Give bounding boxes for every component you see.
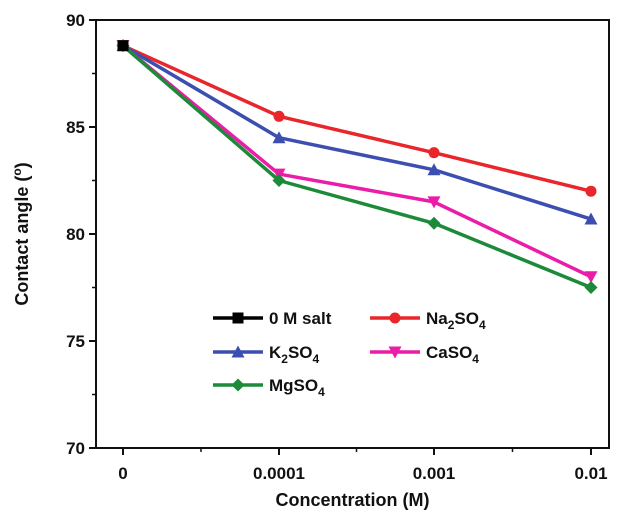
data-point-mgso4 xyxy=(272,174,286,187)
data-point-mgso4 xyxy=(427,216,441,230)
series-na2so4 xyxy=(117,40,597,197)
y-tick-label: 80 xyxy=(66,225,85,244)
legend-marker xyxy=(231,378,245,392)
legend-subscript: 2 xyxy=(448,318,455,332)
legend-subscript: 2 xyxy=(281,352,288,366)
series-0-m-salt xyxy=(117,40,129,52)
data-point-na2so4 xyxy=(585,185,597,197)
x-tick-label: 0 xyxy=(118,464,127,483)
legend-subscript: 4 xyxy=(318,385,325,399)
legend-item-0-m-salt: 0 M salt xyxy=(213,309,332,328)
legend-item-mgso4: MgSO4​ xyxy=(213,376,325,399)
data-point-caso4 xyxy=(427,196,441,209)
legend-marker xyxy=(388,346,402,359)
series-line-caso4 xyxy=(121,44,592,279)
series-k2so4 xyxy=(116,39,598,225)
legend-item-k2so4: K2​SO4​ xyxy=(213,343,320,366)
legend-text-part: SO xyxy=(288,343,313,362)
series-mgso4 xyxy=(116,39,598,294)
y-axis-title-main: Contact angle ( xyxy=(12,176,32,306)
legend: 0 M salt Na2​SO4​ K2​SO4​ CaSO4​ MgSO4​ xyxy=(213,309,486,399)
data-point-k2so4 xyxy=(584,212,598,225)
legend-text-part: Na xyxy=(426,309,448,328)
y-axis-ticks: 70 75 80 85 90 xyxy=(66,11,96,458)
legend-text-part: K xyxy=(269,343,282,362)
series-line-na2so4 xyxy=(122,44,592,193)
legend-label-na2so4: Na2​SO4​ xyxy=(426,309,486,332)
y-tick-label: 85 xyxy=(66,118,85,137)
data-point-0-m-salt xyxy=(117,40,129,52)
plot-area-border xyxy=(95,19,610,449)
series-line-k2so4 xyxy=(122,44,592,221)
y-tick-label: 75 xyxy=(66,332,85,351)
x-tick-label: 0.01 xyxy=(574,464,607,483)
data-point-mgso4 xyxy=(584,281,598,294)
data-point-na2so4 xyxy=(273,110,285,122)
y-tick-label: 70 xyxy=(66,439,85,458)
x-tick-label: 0.001 xyxy=(413,464,456,483)
legend-marker xyxy=(231,345,245,358)
legend-item-na2so4: Na2​SO4​ xyxy=(370,309,486,332)
x-tick-label: 0.0001 xyxy=(253,464,305,483)
series-line-mgso4 xyxy=(121,44,592,290)
data-point-caso4 xyxy=(584,271,598,284)
series-lines xyxy=(116,39,598,294)
plot-frame xyxy=(95,19,610,449)
legend-text-part: SO xyxy=(454,309,479,328)
legend-subscript: 4 xyxy=(479,318,486,332)
legend-subscript: 4 xyxy=(313,352,320,366)
y-axis-title-degree: o xyxy=(10,168,24,175)
data-point-k2so4 xyxy=(272,131,286,144)
y-tick-label: 90 xyxy=(66,11,85,30)
legend-subscript: 4 xyxy=(472,352,479,366)
legend-text-part: 0 M salt xyxy=(269,309,332,328)
legend-label-0-m-salt: 0 M salt xyxy=(269,309,332,328)
x-axis-ticks: 0 0.0001 0.001 0.01 xyxy=(118,448,608,483)
legend-marker xyxy=(389,312,401,324)
x-axis-title: Concentration (M) xyxy=(276,490,430,510)
legend-label-k2so4: K2​SO4​ xyxy=(269,343,320,366)
y-axis-title: Contact angle (o) xyxy=(10,162,32,305)
y-axis-title-close: ) xyxy=(12,162,32,168)
legend-marker xyxy=(232,312,244,324)
legend-text-part: CaSO xyxy=(426,343,472,362)
data-point-na2so4 xyxy=(428,147,440,159)
legend-label-caso4: CaSO4​ xyxy=(426,343,479,366)
legend-text-part: MgSO xyxy=(269,376,318,395)
legend-label-mgso4: MgSO4​ xyxy=(269,376,325,399)
data-point-k2so4 xyxy=(427,163,441,176)
legend-item-caso4: CaSO4​ xyxy=(370,343,479,366)
